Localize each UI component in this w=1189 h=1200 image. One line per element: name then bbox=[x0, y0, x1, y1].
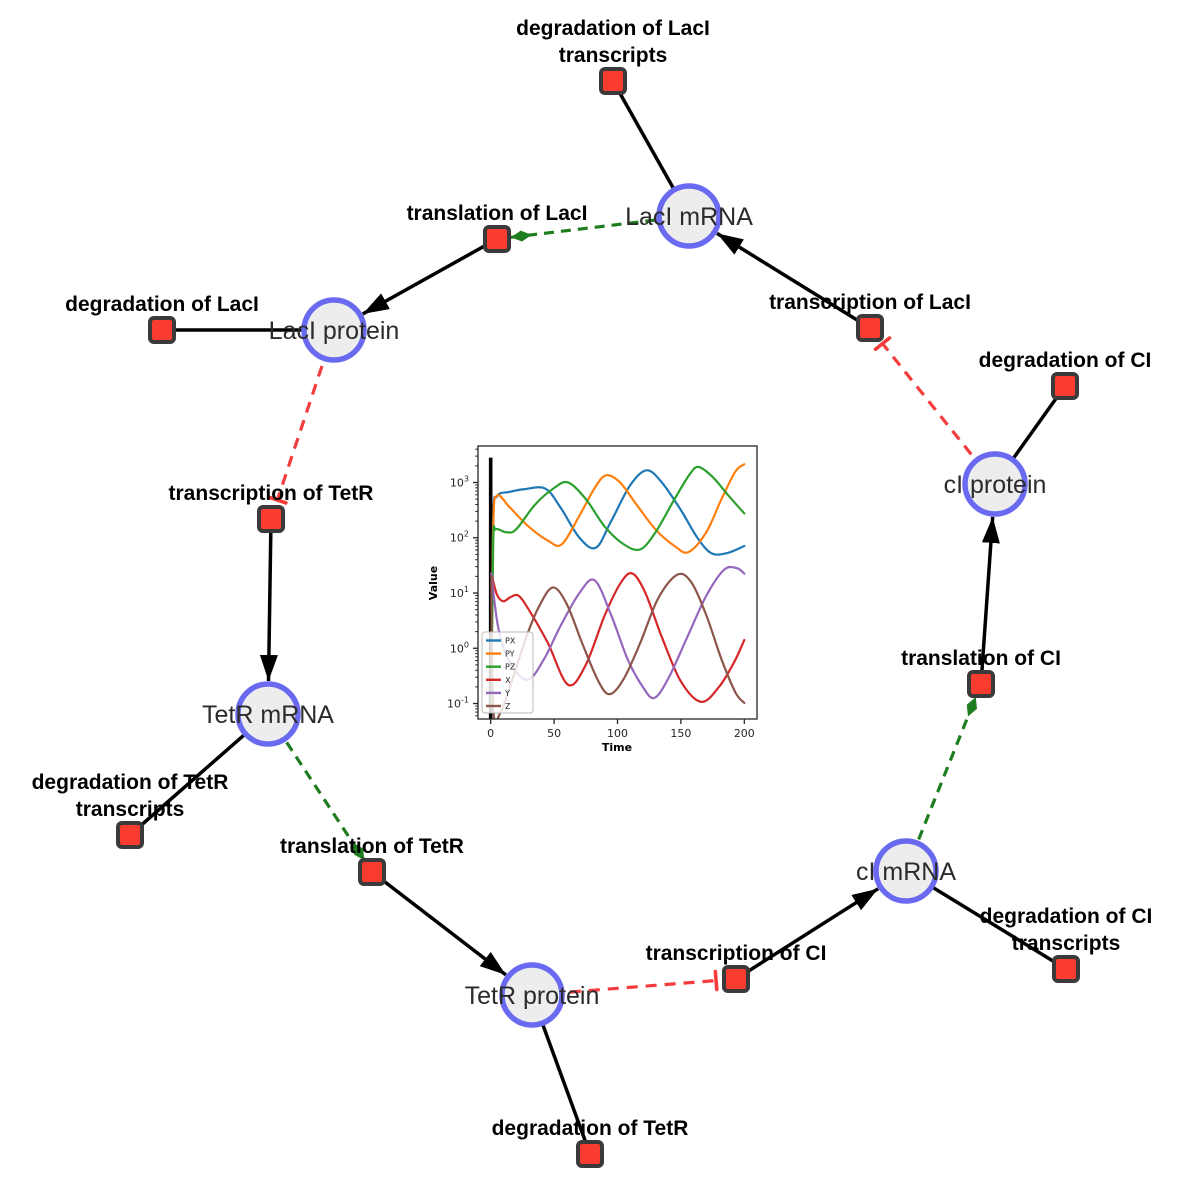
reaction-label-deg_tetr_tx: degradation of TetR bbox=[32, 771, 229, 794]
reaction-label-deg_tetr_tx: transcripts bbox=[76, 798, 185, 821]
reaction-node-deg_ci_tx[interactable] bbox=[1052, 955, 1080, 983]
edge-arrow-transl_laci-to-laci_protein bbox=[361, 237, 498, 316]
edge-inhibition-tetr_protein-to-txn_ci bbox=[531, 969, 719, 997]
x-tick-label: 150 bbox=[670, 727, 691, 740]
x-tick-label: 100 bbox=[607, 727, 628, 740]
species-node-tetr_mrna[interactable] bbox=[235, 681, 301, 747]
x-tick-label: 0 bbox=[487, 727, 494, 740]
reaction-node-deg_laci_tx[interactable] bbox=[599, 67, 627, 95]
y-tick-label: 103 bbox=[450, 474, 469, 489]
y-tick-label: 101 bbox=[450, 585, 469, 600]
reaction-label-txn_tetr: transcription of TetR bbox=[169, 482, 374, 505]
reaction-label-deg_tetr: degradation of TetR bbox=[492, 1117, 689, 1140]
legend-label-X: X bbox=[505, 676, 511, 685]
edge-arrow-txn_ci-to-ci_mrna bbox=[735, 887, 880, 981]
y-axis-label: Value bbox=[427, 566, 440, 600]
species-label-laci_protein: LacI protein bbox=[269, 317, 400, 345]
legend-label-PZ: PZ bbox=[505, 663, 516, 672]
reaction-label-transl_ci: translation of CI bbox=[901, 647, 1061, 670]
edge-arrow-transl_tetr-to-tetr_protein bbox=[370, 870, 507, 977]
inset-chart: 0 50 100 150 200 10-1 100 101 102 103 PX PY PZ XYZ Ti… bbox=[427, 445, 758, 754]
species-label-tetr_mrna: TetR mRNA bbox=[202, 701, 334, 729]
chart-legend: PX PY PZ XYZ bbox=[481, 631, 534, 714]
species-node-ci_protein[interactable] bbox=[962, 451, 1028, 517]
series-line-PY bbox=[490, 463, 746, 708]
reaction-node-deg_tetr_tx[interactable] bbox=[116, 821, 144, 849]
reaction-node-transl_tetr[interactable] bbox=[358, 858, 386, 886]
reaction-node-deg_laci[interactable] bbox=[148, 316, 176, 344]
legend-label-Z: Z bbox=[505, 702, 511, 711]
reaction-label-deg_laci: degradation of LacI bbox=[65, 293, 259, 316]
reaction-node-txn_ci[interactable] bbox=[722, 965, 750, 993]
reaction-node-transl_laci[interactable] bbox=[483, 225, 511, 253]
edge-modifier-ci_mrna-to-transl_ci bbox=[904, 696, 978, 872]
species-label-tetr_protein: TetR protein bbox=[465, 982, 600, 1010]
y-tick-label: 102 bbox=[450, 530, 469, 545]
species-label-ci_mrna: cI mRNA bbox=[856, 858, 956, 886]
reaction-node-deg_tetr[interactable] bbox=[576, 1140, 604, 1168]
edge-arrow-txn_laci-to-laci_mrna bbox=[716, 231, 871, 330]
reaction-node-deg_ci[interactable] bbox=[1051, 372, 1079, 400]
x-tick-label: 200 bbox=[734, 727, 755, 740]
series-line-PX bbox=[490, 469, 746, 708]
species-node-laci_mrna[interactable] bbox=[656, 183, 722, 249]
reaction-label-deg_laci_tx: degradation of LacI bbox=[516, 17, 710, 40]
reaction-label-txn_laci: transcription of LacI bbox=[769, 291, 971, 314]
edge-modifier-laci_mrna-to-transl_laci bbox=[510, 214, 690, 242]
edge-modifier-tetr_mrna-to-transl_tetr bbox=[266, 713, 366, 862]
reaction-label-transl_tetr: translation of TetR bbox=[280, 835, 464, 858]
series-line-PZ bbox=[490, 465, 746, 708]
species-node-laci_protein[interactable] bbox=[301, 297, 367, 363]
y-tick-label: 100 bbox=[450, 640, 469, 655]
legend-label-PX: PX bbox=[505, 637, 516, 646]
x-axis-label: Time bbox=[602, 741, 632, 754]
reaction-label-txn_ci: transcription of CI bbox=[646, 942, 827, 965]
species-label-laci_mrna: LacI mRNA bbox=[625, 203, 753, 231]
species-node-tetr_protein[interactable] bbox=[499, 962, 565, 1028]
reaction-label-deg_laci_tx: transcripts bbox=[559, 44, 668, 67]
edge-arrow-txn_tetr-to-tetr_mrna bbox=[259, 518, 278, 682]
series-line-X bbox=[490, 572, 746, 703]
nodes-layer bbox=[116, 67, 1080, 1168]
reaction-node-transl_ci[interactable] bbox=[967, 670, 995, 698]
species-node-ci_mrna[interactable] bbox=[873, 838, 939, 904]
y-tick-label: 10-1 bbox=[447, 696, 469, 711]
labels-layer: degradation of LacI transcripts translatio… bbox=[32, 17, 1153, 1140]
reaction-node-txn_tetr[interactable] bbox=[257, 505, 285, 533]
reaction-label-deg_ci_tx: transcripts bbox=[1012, 932, 1121, 955]
species-label-ci_protein: cI protein bbox=[944, 471, 1047, 499]
reaction-label-transl_laci: translation of LacI bbox=[407, 202, 588, 225]
edge-arrow-transl_ci-to-ci_protein bbox=[979, 516, 1000, 685]
legend-label-PY: PY bbox=[505, 650, 515, 659]
legend-label-Y: Y bbox=[504, 689, 510, 698]
reaction-label-deg_ci: degradation of CI bbox=[979, 349, 1152, 372]
reaction-label-deg_ci_tx: degradation of CI bbox=[980, 905, 1153, 928]
x-tick-label: 50 bbox=[547, 727, 561, 740]
reaction-node-txn_laci[interactable] bbox=[856, 314, 884, 342]
